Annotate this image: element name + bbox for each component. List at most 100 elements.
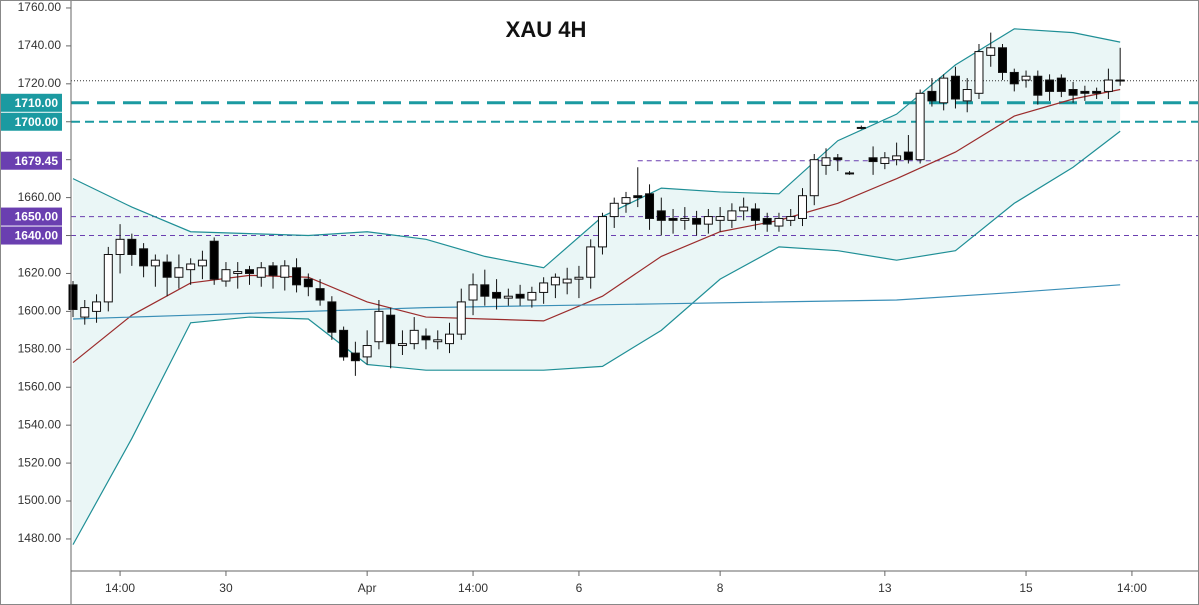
candle-body: [786, 216, 796, 221]
candle-body: [750, 208, 760, 221]
candle-body: [656, 210, 666, 221]
candle-body: [139, 248, 149, 267]
candle-body: [797, 195, 807, 219]
x-tick-label: 13: [878, 581, 892, 595]
candle-body: [327, 301, 337, 333]
candle-body: [456, 301, 466, 335]
candle-body: [244, 269, 254, 274]
y-tick-label: 1540.00: [18, 417, 62, 431]
level-label: 1700.00: [15, 115, 59, 129]
candle-body: [833, 157, 843, 161]
level-label-box: [1, 93, 62, 112]
candle-body: [421, 335, 431, 341]
candle-body: [445, 333, 455, 345]
candle-body: [256, 267, 266, 278]
candle-body: [468, 284, 478, 301]
candle-body: [1021, 75, 1031, 81]
candle-body: [762, 217, 772, 225]
candle-body: [774, 217, 784, 227]
y-tick-label: 1480.00: [18, 531, 62, 545]
candle-body: [68, 284, 78, 310]
candle-body: [950, 75, 960, 100]
indicator-line: [72, 130, 1121, 545]
candle-body: [339, 329, 349, 358]
candle-body: [515, 293, 525, 299]
candle-body: [621, 197, 631, 204]
candle-body: [209, 240, 219, 280]
candle-body: [597, 216, 607, 248]
y-tick-label: 1760.00: [18, 0, 62, 14]
candle-body: [221, 269, 231, 282]
candle-body: [127, 238, 137, 255]
candle-body: [727, 210, 737, 221]
candle-body: [362, 345, 372, 358]
candle-body: [233, 271, 243, 274]
candle-body: [645, 193, 655, 219]
candle-body: [503, 295, 513, 299]
y-tick-label: 1580.00: [18, 341, 62, 355]
candle-body: [350, 352, 360, 362]
candle-body: [550, 276, 560, 286]
x-tick-label: 30: [219, 581, 233, 595]
candle-body: [586, 246, 596, 278]
y-tick-label: 1620.00: [18, 266, 62, 280]
candle-body: [292, 267, 302, 286]
candle-body: [92, 301, 102, 312]
candle-body: [174, 267, 184, 278]
level-label-box: [1, 112, 62, 131]
candle-body: [162, 261, 172, 278]
candle-body: [986, 47, 996, 56]
chart-title: XAU 4H: [506, 17, 587, 42]
candle-body: [315, 288, 325, 301]
indicator-line: [72, 284, 1121, 320]
candle-body: [915, 92, 925, 161]
candle-body: [680, 217, 690, 221]
band-fill: [73, 28, 1121, 545]
candle-body: [150, 259, 160, 267]
candle-body: [1009, 71, 1019, 85]
y-tick-label: 1740.00: [18, 38, 62, 52]
candle-body: [1080, 90, 1090, 94]
x-tick-label: 6: [576, 581, 583, 595]
candle-body: [739, 206, 749, 212]
candle-body: [1092, 90, 1102, 94]
level-label-box: [1, 207, 62, 226]
candle-body: [703, 216, 713, 225]
candle-body: [633, 195, 643, 199]
level-label: 1640.00: [15, 229, 59, 243]
candle-body: [1033, 75, 1043, 96]
candle-body: [821, 157, 831, 166]
candle-body: [809, 159, 819, 197]
candle-body: [692, 217, 702, 225]
y-tick-label: 1660.00: [18, 190, 62, 204]
candle-body: [868, 157, 878, 163]
candle-body: [892, 155, 902, 161]
x-tick-label: 14:00: [1117, 581, 1147, 595]
candle-body: [668, 217, 678, 221]
candle-body: [374, 310, 384, 343]
candle-body: [962, 89, 972, 102]
candle-body: [1045, 79, 1055, 92]
y-tick-label: 1560.00: [18, 379, 62, 393]
level-label: 1650.00: [15, 210, 59, 224]
candle-body: [103, 253, 113, 303]
candle-body: [998, 47, 1008, 73]
candle-body: [574, 276, 584, 280]
level-label-box: [1, 226, 62, 245]
x-tick-label: 8: [717, 581, 724, 595]
candle-body: [1103, 79, 1113, 92]
candle-body: [715, 216, 725, 221]
candle-body: [845, 172, 855, 175]
level-label: 1710.00: [15, 96, 59, 110]
candle-body: [927, 90, 937, 102]
candle-body: [186, 263, 196, 271]
plot-area: [68, 28, 1199, 545]
candle-body: [880, 157, 890, 164]
candle-body: [80, 307, 90, 318]
candle-body: [197, 259, 207, 267]
candle-body: [856, 126, 866, 129]
candle-body: [480, 284, 490, 297]
candle-body: [1068, 89, 1078, 96]
level-label: 1679.45: [15, 154, 59, 168]
